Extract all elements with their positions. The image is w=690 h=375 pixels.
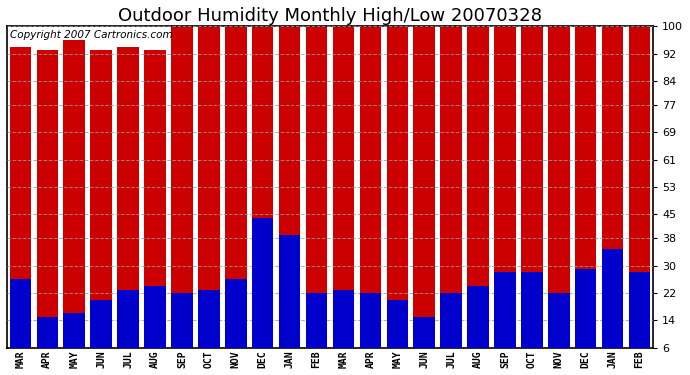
Bar xyxy=(440,27,462,368)
Bar xyxy=(629,273,651,368)
Bar xyxy=(279,27,300,368)
Bar xyxy=(225,27,246,368)
Bar xyxy=(602,249,624,368)
Text: Copyright 2007 Cartronics.com: Copyright 2007 Cartronics.com xyxy=(10,30,172,40)
Bar xyxy=(306,293,327,368)
Bar xyxy=(494,273,515,368)
Bar xyxy=(144,50,166,368)
Bar xyxy=(333,27,354,368)
Bar xyxy=(63,314,85,368)
Bar xyxy=(494,27,515,368)
Bar xyxy=(575,269,596,368)
Bar xyxy=(171,293,193,368)
Bar xyxy=(386,27,408,368)
Bar xyxy=(548,293,569,368)
Bar xyxy=(10,47,31,368)
Bar xyxy=(63,40,85,368)
Bar xyxy=(171,27,193,368)
Title: Outdoor Humidity Monthly High/Low 20070328: Outdoor Humidity Monthly High/Low 200703… xyxy=(118,7,542,25)
Bar xyxy=(413,27,435,368)
Bar xyxy=(117,47,139,368)
Bar xyxy=(252,27,273,368)
Bar xyxy=(198,290,219,368)
Bar xyxy=(90,50,112,368)
Bar xyxy=(117,290,139,368)
Bar xyxy=(602,27,624,368)
Bar xyxy=(413,317,435,368)
Bar xyxy=(144,286,166,368)
Bar xyxy=(386,300,408,368)
Bar xyxy=(10,279,31,368)
Bar xyxy=(306,27,327,368)
Bar xyxy=(467,27,489,368)
Bar xyxy=(37,317,58,368)
Bar xyxy=(575,27,596,368)
Bar xyxy=(333,290,354,368)
Bar xyxy=(629,27,651,368)
Bar xyxy=(467,286,489,368)
Bar xyxy=(548,27,569,368)
Bar xyxy=(225,279,246,368)
Bar xyxy=(37,50,58,368)
Bar xyxy=(359,293,381,368)
Bar xyxy=(521,27,542,368)
Bar xyxy=(252,218,273,368)
Bar xyxy=(521,273,542,368)
Bar xyxy=(90,300,112,368)
Bar xyxy=(359,27,381,368)
Bar xyxy=(440,293,462,368)
Bar xyxy=(198,27,219,368)
Bar xyxy=(279,235,300,368)
